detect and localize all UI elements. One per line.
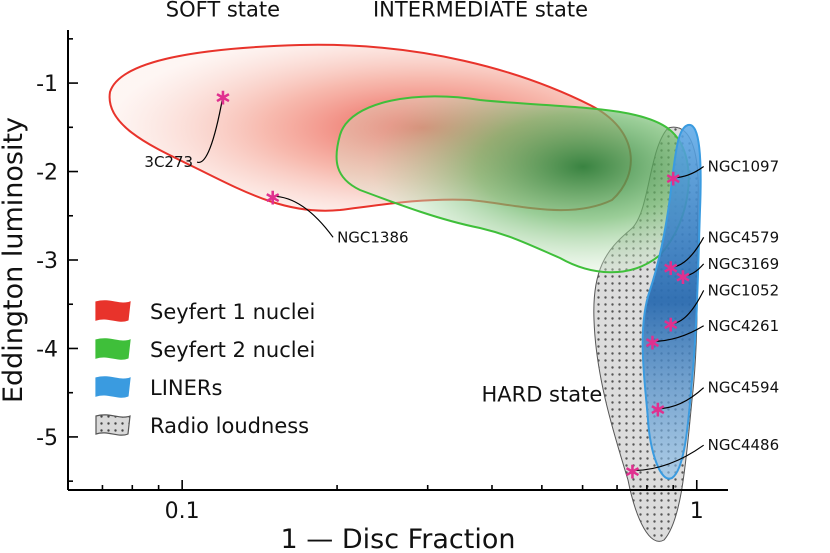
y-axis-title: Eddington luminosity (0, 117, 29, 403)
point-label: NGC1052 (708, 281, 780, 299)
legend-label: Seyfert 1 nuclei (150, 300, 315, 324)
legend-swatch (95, 414, 131, 436)
seyfert2-region (335, 95, 690, 274)
point-label: NGC4579 (708, 228, 780, 246)
leader-line (632, 444, 705, 472)
x-tick-label: 1 (690, 499, 704, 524)
legend-label: LINERs (150, 376, 222, 400)
point-marker: ∗ (662, 313, 680, 338)
leader-line (652, 325, 704, 342)
point-label: NGC1097 (708, 158, 780, 176)
region-label: SOFT state (166, 0, 280, 22)
y-tick-label: -2 (36, 161, 58, 186)
leader-line (196, 96, 224, 163)
y-tick-label: -5 (36, 426, 58, 451)
y-tick-label: -3 (36, 249, 58, 274)
point-marker: ∗ (264, 185, 282, 210)
liners-region (641, 123, 702, 480)
leader-line (670, 290, 705, 325)
x-axis-title: 1 — Disc Fraction (281, 524, 516, 553)
leader-line (657, 387, 705, 410)
y-tick-label: -1 (36, 72, 58, 97)
legend-label: Radio loudness (150, 414, 309, 438)
leader-line (673, 166, 705, 179)
region-label: INTERMEDIATE state (373, 0, 588, 22)
point-label: NGC4261 (708, 317, 780, 335)
leader-line (272, 195, 334, 238)
legend-swatch (95, 376, 131, 398)
point-marker: ∗ (214, 85, 232, 110)
point-marker: ∗ (664, 167, 682, 192)
point-marker: ∗ (649, 398, 667, 423)
legend-swatch (95, 300, 131, 322)
x-tick-label: 0.1 (165, 499, 200, 524)
y-tick-label: -4 (36, 337, 58, 362)
point-marker: ∗ (674, 265, 692, 290)
point-label: NGC3169 (708, 255, 780, 273)
point-label: 3C273 (144, 153, 193, 171)
point-marker: ∗ (643, 330, 661, 355)
region-label: HARD state (481, 383, 602, 407)
legend-label: Seyfert 2 nuclei (150, 338, 315, 362)
point-marker: ∗ (623, 460, 641, 485)
point-label: NGC4486 (708, 436, 780, 454)
legend-swatch (95, 338, 131, 360)
point-label: NGC1386 (337, 228, 409, 246)
point-marker: ∗ (662, 256, 680, 281)
leader-line (670, 237, 705, 268)
point-label: NGC4594 (708, 379, 780, 397)
leader-line (682, 263, 705, 277)
